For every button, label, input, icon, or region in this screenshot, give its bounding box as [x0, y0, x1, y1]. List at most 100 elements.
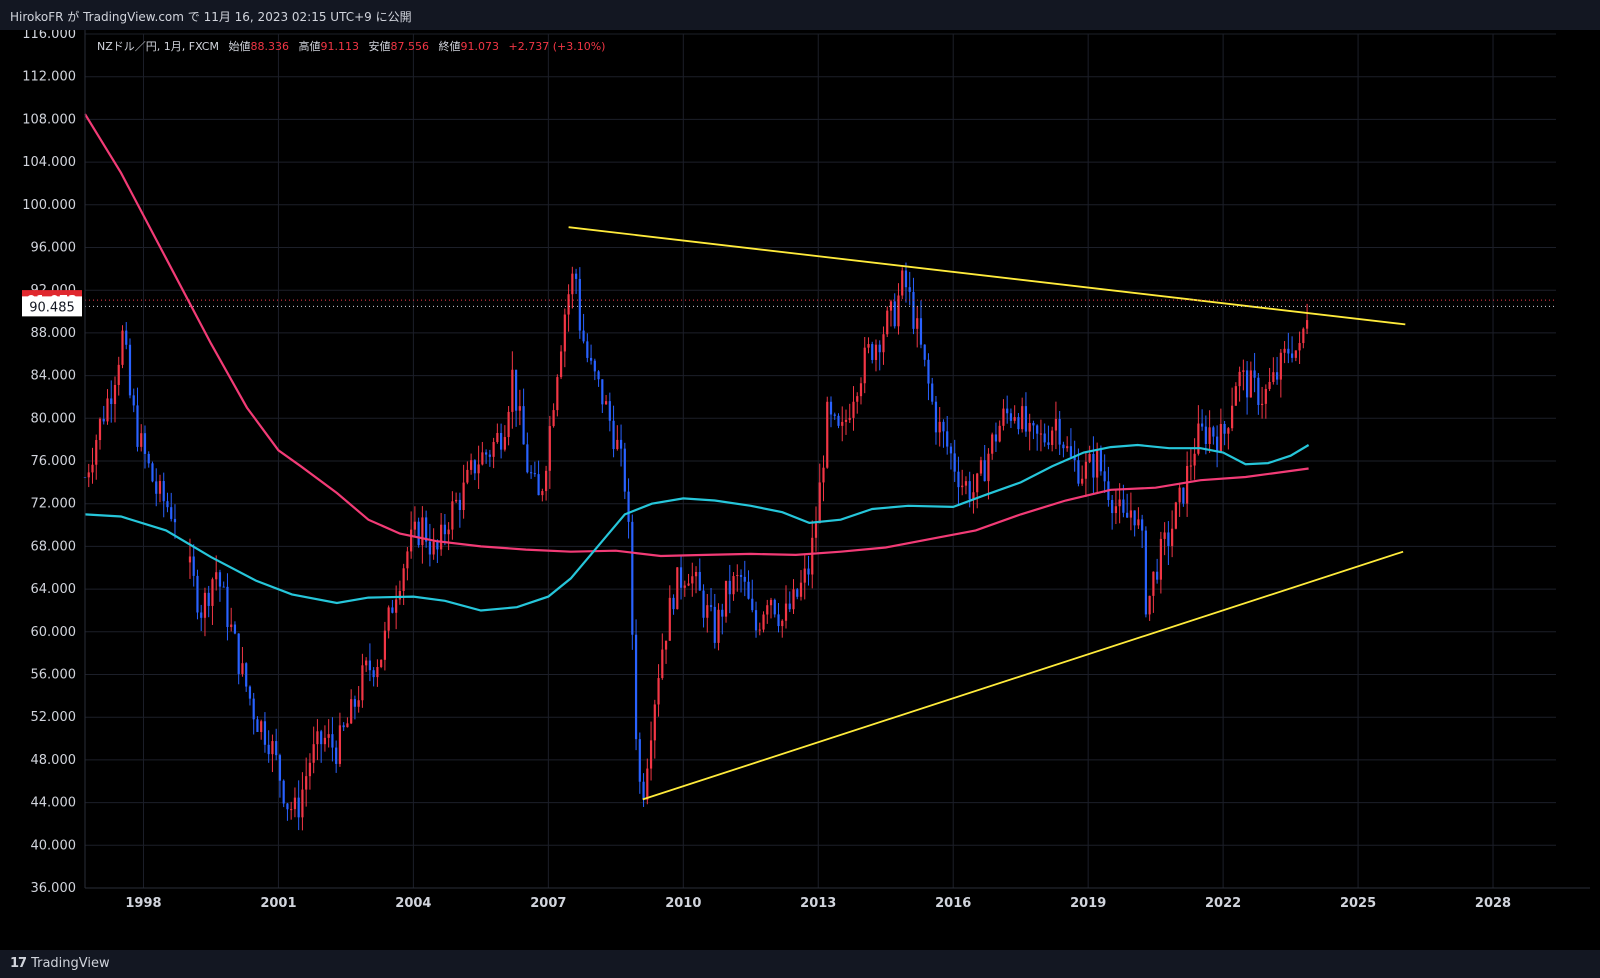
- candle-body: [1137, 519, 1140, 526]
- candle-body: [852, 401, 855, 418]
- candle-body: [410, 529, 413, 552]
- candle-body: [196, 575, 199, 613]
- candle-body: [1208, 427, 1211, 445]
- moving-average-line: [84, 443, 1310, 612]
- candle-body: [170, 507, 173, 519]
- candle-body: [1084, 461, 1088, 479]
- candle-body: [98, 418, 102, 441]
- candle-body: [1141, 519, 1144, 531]
- y-tick-label: 88.000: [31, 326, 77, 341]
- price-chart[interactable]: 116.000 112.000 108.000 104.000 100.000 96.00…: [10, 30, 1590, 950]
- candle-body: [886, 310, 889, 335]
- candle-body: [278, 755, 282, 781]
- candle-body: [522, 406, 525, 445]
- candle-body: [1002, 408, 1005, 426]
- chart-frame[interactable]: 116.000 112.000 108.000 104.000 100.000 96.00…: [10, 30, 1590, 950]
- open-value: 88.336: [250, 40, 289, 53]
- candle-body: [417, 521, 420, 546]
- candle-body: [380, 659, 383, 668]
- candle-body: [751, 598, 754, 611]
- candle-body: [589, 357, 593, 361]
- candle-body: [837, 415, 840, 426]
- candle-body: [642, 781, 645, 800]
- y-tick-label: 112.000: [22, 70, 76, 85]
- y-tick-label: 64.000: [31, 582, 77, 597]
- candle-body: [623, 448, 626, 492]
- candle-body: [1111, 499, 1114, 514]
- candle-body: [245, 663, 248, 687]
- candle-body: [1227, 428, 1230, 434]
- y-tick-label: 84.000: [31, 369, 77, 384]
- candle-body: [230, 624, 233, 627]
- candle-body: [593, 360, 596, 372]
- candle-body: [117, 364, 120, 385]
- candle-body: [946, 431, 949, 447]
- candle-body: [769, 599, 773, 606]
- candle-body: [983, 460, 986, 482]
- y-tick-label: 52.000: [31, 710, 77, 725]
- candle-body: [758, 629, 761, 631]
- candle-body: [207, 592, 210, 606]
- candle-body: [440, 524, 443, 550]
- x-tick-label: 2019: [1070, 896, 1106, 911]
- candle-body: [368, 660, 372, 671]
- candle-body: [477, 464, 480, 474]
- candle-body: [901, 270, 904, 296]
- footer: 17 TradingView: [0, 950, 1600, 978]
- candle-body: [987, 453, 990, 482]
- candle-body: [1264, 388, 1267, 404]
- candle-body: [1152, 571, 1155, 596]
- candle-body: [1171, 528, 1174, 546]
- candle-body: [305, 776, 308, 790]
- candle-body: [1021, 406, 1024, 430]
- candle-body: [597, 371, 600, 380]
- candle-body: [1234, 386, 1237, 406]
- candle-body: [226, 586, 229, 627]
- candle-body: [942, 421, 945, 432]
- candle-body: [683, 585, 686, 588]
- candle-body: [282, 780, 285, 804]
- candle-body: [702, 590, 705, 618]
- candle-body: [421, 517, 424, 546]
- candle-body: [773, 599, 776, 615]
- candle-body: [353, 699, 357, 707]
- candle-body: [1272, 372, 1275, 382]
- candle-body: [252, 698, 255, 720]
- candle-body: [1294, 350, 1297, 358]
- candle-body: [882, 334, 885, 353]
- candle-body: [518, 406, 521, 411]
- moving-average-line: [84, 113, 1309, 558]
- candle-body: [95, 440, 98, 465]
- x-tick-label: 2025: [1340, 896, 1376, 911]
- candle-body: [649, 740, 653, 769]
- candle-body: [166, 501, 169, 508]
- axis-layer: 116.000 112.000 108.000 104.000 100.000 96.00…: [22, 30, 1590, 911]
- candle-body: [1178, 487, 1181, 503]
- candle-body: [1305, 320, 1309, 329]
- candle-body: [1036, 425, 1039, 434]
- candle-body: [1197, 423, 1200, 454]
- low-label: 安値: [368, 40, 391, 53]
- candle-body: [1043, 433, 1046, 443]
- candle-body: [938, 421, 941, 433]
- candle-body: [451, 501, 454, 530]
- candle-body: [1275, 372, 1279, 380]
- candle-body: [1298, 343, 1301, 351]
- candle-body: [1051, 430, 1054, 445]
- candle-body: [1006, 408, 1009, 414]
- candle-body: [320, 731, 323, 745]
- candle-body: [796, 589, 799, 597]
- tradingview-logo[interactable]: 17 TradingView: [10, 956, 110, 971]
- crosshair-price-label: 90.485: [29, 300, 75, 315]
- candle-body: [571, 273, 574, 295]
- y-tick-label: 40.000: [31, 838, 77, 853]
- candle-body: [357, 700, 360, 707]
- candle-body: [1290, 353, 1294, 358]
- candle-body: [766, 605, 769, 615]
- candle-body: [1260, 403, 1264, 405]
- candle-body: [1088, 453, 1091, 462]
- candle-body: [275, 741, 278, 756]
- candle-body: [563, 314, 566, 352]
- candle-body: [1257, 377, 1260, 405]
- candle-body: [507, 411, 510, 438]
